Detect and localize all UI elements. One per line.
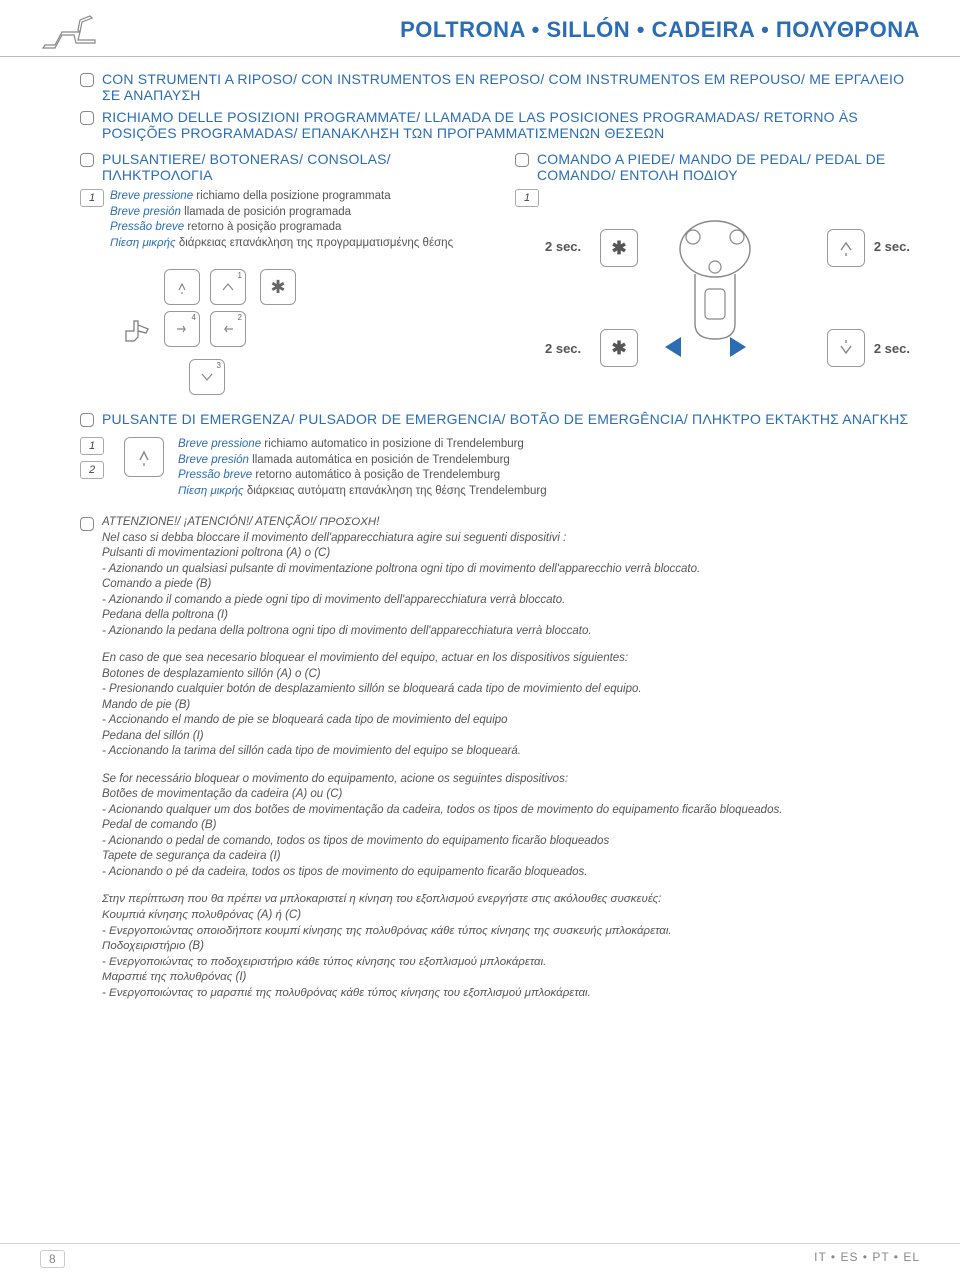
e-es: llamada automática en posición de Trende… [249, 454, 510, 466]
bullet-icon [515, 153, 529, 167]
sec-tr: 2 sec. [874, 239, 910, 254]
key-4: 4 [164, 311, 200, 347]
caution-section: ATTENZIONE!/ ¡ATENCIÓN!/ ATENÇÃO!/ ΠΡΟΣΟ… [80, 515, 920, 1013]
key-3: 3 [189, 359, 225, 395]
caution-pt: Se for necessário bloquear o movimento d… [102, 772, 782, 881]
section-2: RICHIAMO DELLE POSIZIONI PROGRAMMATE/ LL… [80, 109, 920, 141]
e-it-pre: Breve pressione [178, 438, 261, 450]
page-number: 8 [40, 1250, 65, 1268]
arrow-key-tr [827, 229, 865, 267]
es-prefix: Breve presión [110, 206, 181, 218]
pedal-key-1: 1 [515, 189, 539, 207]
e-it: richiamo automatico in posizione di Tren… [261, 438, 524, 450]
arrow-key-bl: ✱ [600, 329, 638, 367]
key-1-badge: 1 [80, 189, 104, 207]
bullet-icon [80, 111, 94, 125]
bullet-icon [80, 153, 94, 167]
el-prefix: Πίεση μικρής [110, 237, 176, 249]
sec-bl: 2 sec. [545, 341, 581, 356]
pedal-title: COMANDO A PIEDE/ MANDO DE PEDAL/ PEDAL D… [537, 151, 920, 183]
emerg-key-1: 1 [80, 437, 104, 455]
section-1-title: CON STRUMENTI A RIPOSO/ CON INSTRUMENTOS… [102, 71, 920, 103]
header: POLTRONA • SILLÓN • CADEIRA • ΠΟΛΥΘΡΟΝΑ [0, 0, 960, 57]
key-asterisk: ✱ [260, 269, 296, 305]
es-text: llamada de posición programada [181, 206, 351, 218]
sec-br: 2 sec. [874, 341, 910, 356]
pt-text: retorno à posição programada [184, 221, 341, 233]
e-el-pre: Πίεση μικρής [178, 485, 244, 497]
section-1: CON STRUMENTI A RIPOSO/ CON INSTRUMENTOS… [80, 71, 920, 103]
caution-heading: ATTENZIONE!/ ¡ATENCIÓN!/ ATENÇÃO!/ ΠΡΟΣΟ… [102, 515, 782, 531]
caution-el: Στην περίπτωση που θα πρέπει να μπλοκαρι… [102, 892, 782, 1001]
sec-tl: 2 sec. [545, 239, 581, 254]
blue-right-triangle [730, 337, 746, 357]
pulsantiere-title: PULSANTIERE/ BOTONERAS/ CONSOLAS/ ΠΛΗΚΤΡ… [102, 151, 485, 183]
emergency-title: PULSANTE DI EMERGENZA/ PULSADOR DE EMERG… [102, 411, 908, 427]
bullet-icon [80, 517, 94, 531]
left-column: PULSANTIERE/ BOTONERAS/ CONSOLAS/ ΠΛΗΚΤΡ… [80, 151, 485, 395]
e-pt-pre: Pressão breve [178, 469, 252, 481]
page-title: POLTRONA • SILLÓN • CADEIRA • ΠΟΛΥΘΡΟΝΑ [120, 17, 920, 43]
el-text: διάρκειας επανάκληση της προγραμματισμέν… [176, 237, 453, 249]
bullet-icon [80, 73, 94, 87]
pt-prefix: Pressão breve [110, 221, 184, 233]
e-es-pre: Breve presión [178, 454, 249, 466]
it-prefix: Breve pressione [110, 190, 193, 202]
pointing-hand-icon [120, 315, 154, 349]
dental-chair-icon [40, 10, 100, 50]
arrow-key-br [827, 329, 865, 367]
key-2: 2 [210, 311, 246, 347]
content: CON STRUMENTI A RIPOSO/ CON INSTRUMENTOS… [0, 57, 960, 1013]
e-pt: retorno automático à posição de Trendele… [252, 469, 500, 481]
arrow-key-tl: ✱ [600, 229, 638, 267]
key-1: 1 [210, 269, 246, 305]
emergency-section: PULSANTE DI EMERGENZA/ PULSADOR DE EMERG… [80, 411, 920, 499]
it-text: richiamo della posizione programmata [193, 190, 391, 202]
right-column: COMANDO A PIEDE/ MANDO DE PEDAL/ PEDAL D… [515, 151, 920, 395]
language-codes: IT • ES • PT • EL [814, 1250, 920, 1268]
keypad-diagram: 1 4 2 3 [120, 269, 485, 395]
foot-pedal-diagram: 2 sec. 2 sec. 2 sec. 2 sec. ✱ ✱ [515, 219, 920, 389]
section-2-title: RICHIAMO DELLE POSIZIONI PROGRAMMATE/ LL… [102, 109, 920, 141]
emerg-plus-key [124, 437, 164, 477]
key-plus [164, 269, 200, 305]
footer: 8 IT • ES • PT • EL [0, 1243, 960, 1268]
caution-it: Nel caso si debba bloccare il movimento … [102, 531, 782, 640]
e-el: διάρκειας αυτόματη επανάκληση της θέσης … [244, 485, 547, 497]
emerg-key-2: 2 [80, 461, 104, 479]
caution-es: En caso de que sea necesario bloquear el… [102, 651, 782, 760]
blue-left-triangle [665, 337, 681, 357]
bullet-icon [80, 413, 94, 427]
